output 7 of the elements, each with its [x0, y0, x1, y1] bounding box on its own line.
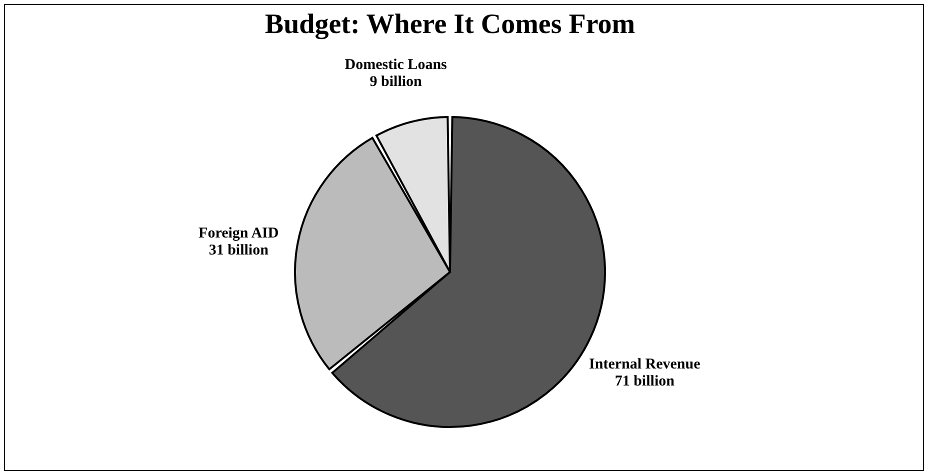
data-label: 31 billion — [208, 242, 270, 259]
slice-label: Foreign AID — [198, 226, 279, 242]
data-label: 71 billion — [614, 373, 676, 390]
slice-label: Domestic Loans — [344, 56, 448, 73]
data-label: 9 billion — [370, 74, 423, 90]
chart-title: Budget: Where It Comes From — [264, 8, 636, 40]
slice-label: Internal Revenue — [589, 356, 701, 372]
